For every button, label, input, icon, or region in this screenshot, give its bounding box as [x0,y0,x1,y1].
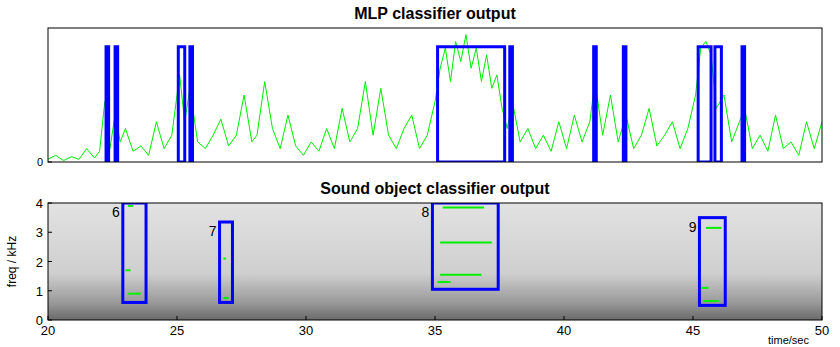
x-tick-label: 45 [686,323,700,338]
plot-area [123,203,725,305]
track [223,258,226,260]
object-box [123,203,146,302]
track [706,227,721,229]
track [440,274,481,276]
x-tick [564,316,565,320]
detection [115,47,118,162]
detection [178,47,184,162]
track [128,293,141,295]
x-tick-label: 30 [299,323,313,338]
x-tick-label: 20 [41,323,55,338]
title: MLP classifier output [354,5,516,22]
track [440,241,492,243]
y-tick-label: 4 [36,196,43,211]
x-tick [693,316,694,320]
y-tick [48,320,52,321]
detection [594,47,597,162]
detection [698,47,711,162]
track [438,281,451,283]
spectrogram-bg [48,203,822,320]
x-tick-label: 50 [815,323,829,338]
frame [48,28,822,162]
title: Sound object classifier output [320,180,550,197]
frame [48,203,822,320]
track [703,300,718,302]
x-tick-label: 40 [557,323,571,338]
mlp-line [48,35,822,161]
track [128,205,133,207]
plot-area [48,35,822,162]
y-tick [48,290,52,291]
y-tick-label: 1 [36,284,43,299]
box-label: 9 [689,219,697,235]
detection [742,47,745,162]
detection [715,47,721,162]
y-tick-label: 0 [37,156,43,168]
detection [438,47,505,162]
x-tick [177,316,178,320]
x-tick-label: 25 [170,323,184,338]
box-label: 7 [209,223,217,239]
y-axis-title: freq / kHz [5,236,19,287]
track [125,269,130,271]
object-box [432,203,498,289]
y-tick [48,203,52,204]
track [223,297,228,299]
y-tick [48,232,52,233]
object-box [220,222,233,302]
detection [510,47,513,162]
y-tick [48,162,52,163]
x-tick [306,316,307,320]
y-tick-label: 3 [36,225,43,240]
object-box [699,218,725,306]
detection [106,47,109,162]
detection [190,47,193,162]
y-tick-label: 2 [36,255,43,270]
x-tick-label: 35 [428,323,442,338]
box-label: 8 [422,204,430,220]
box-label: 6 [112,204,120,220]
detection [623,47,626,162]
y-tick [48,261,52,262]
figure: MLP classifier output 0 Sound object class… [0,0,840,347]
plot-bg [48,28,822,162]
x-tick [48,316,49,320]
x-tick [822,316,823,320]
x-axis-title: time/sec [768,334,809,346]
track [701,287,709,289]
x-tick [435,316,436,320]
track [443,206,484,208]
